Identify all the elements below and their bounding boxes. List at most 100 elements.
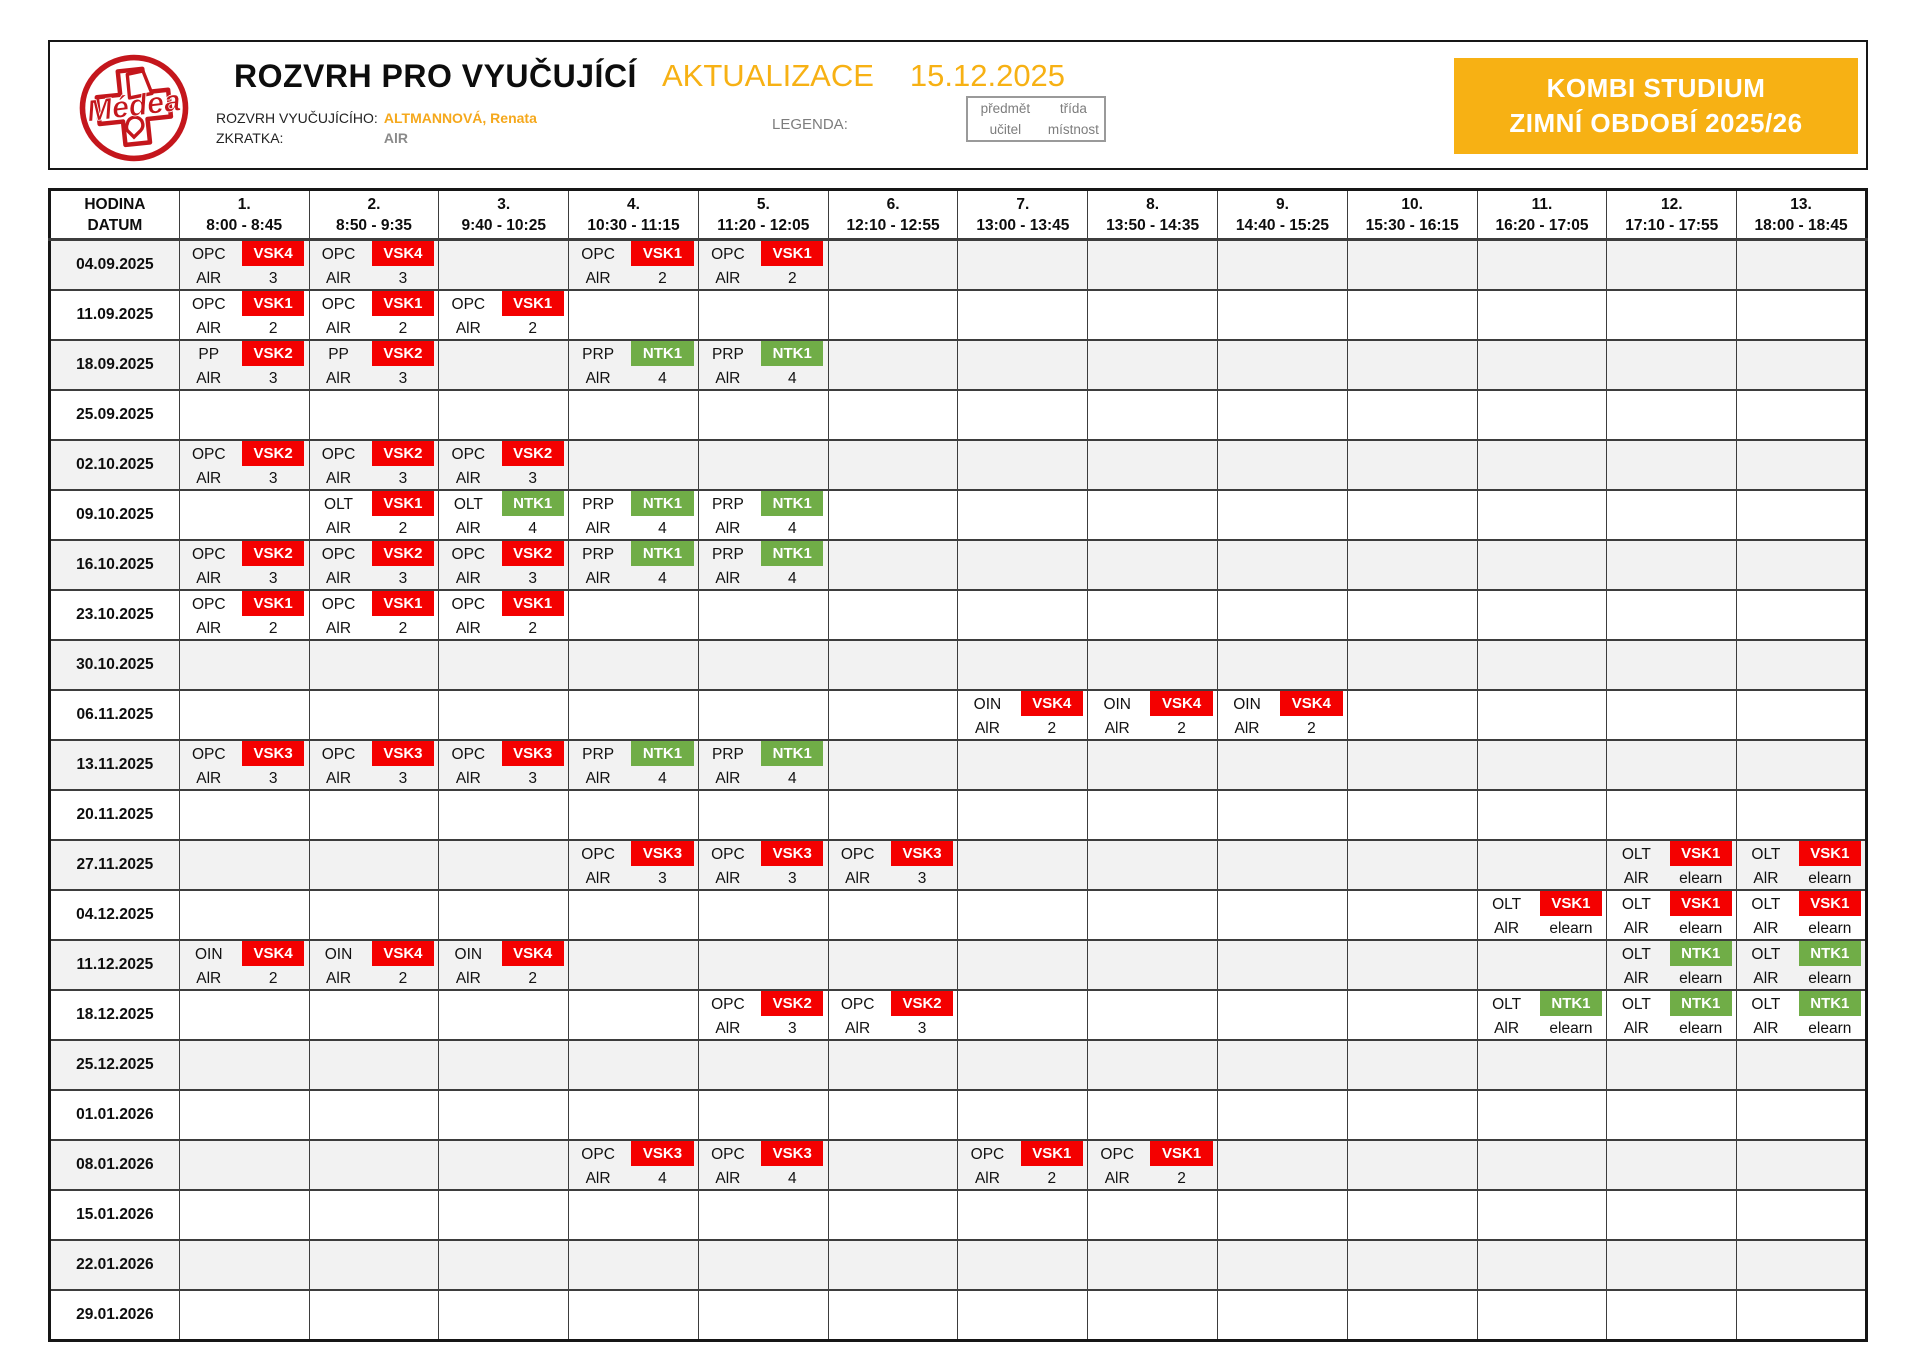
schedule-slot bbox=[1736, 1139, 1867, 1191]
subject-code: OPC bbox=[451, 445, 486, 463]
schedule-slot: OPC VSK1 AlR 2 bbox=[568, 238, 699, 291]
teacher-code: AlR bbox=[585, 569, 611, 587]
subject-code: OPC bbox=[451, 295, 486, 313]
schedule-slot bbox=[1606, 1289, 1738, 1341]
teacher-code: AlR bbox=[455, 969, 481, 987]
schedule-slot bbox=[178, 839, 310, 891]
class-badge: VSK2 bbox=[241, 442, 305, 466]
date-cell: 20.11.2025 bbox=[49, 789, 180, 841]
schedule-slot bbox=[1087, 1189, 1219, 1241]
room-code: 3 bbox=[398, 369, 408, 387]
schedule-slot bbox=[308, 689, 440, 741]
table-row: 18.12.2025 OPC VSK2 AlR 3 OPC VSK2 AlR 3 OLT NTK1 A… bbox=[49, 989, 1867, 1041]
schedule-slot bbox=[1736, 639, 1867, 691]
schedule-slot: PRP NTK1 AlR 4 bbox=[568, 539, 699, 591]
schedule-slot bbox=[568, 289, 699, 341]
teacher-label: ROZVRH VYUČUJÍCÍHO: bbox=[216, 110, 378, 126]
class-badge: VSK2 bbox=[241, 342, 305, 366]
date-cell: 29.01.2026 bbox=[49, 1289, 180, 1341]
schedule-slot: OPC VSK4 AlR 3 bbox=[178, 238, 310, 291]
subject-code: PRP bbox=[711, 745, 744, 763]
room-code: 2 bbox=[268, 319, 278, 337]
schedule-slot bbox=[1087, 1239, 1219, 1291]
schedule-slot bbox=[568, 1189, 699, 1241]
date-cell: 04.09.2025 bbox=[49, 238, 180, 291]
lesson-cell: OPC VSK2 AlR 3 bbox=[180, 542, 308, 588]
table-row: 18.09.2025 PP VSK2 AlR 3 PP VSK2 AlR 3 PRP NTK1 AlR… bbox=[49, 339, 1867, 391]
schedule-slot bbox=[957, 989, 1089, 1041]
lesson-cell: OIN VSK4 AlR 2 bbox=[180, 942, 308, 988]
abbreviation-value: AlR bbox=[383, 130, 409, 146]
class-badge: VSK1 bbox=[501, 592, 564, 616]
schedule-slot bbox=[438, 689, 570, 741]
schedule-slot bbox=[1087, 939, 1219, 991]
schedule-slot bbox=[1606, 389, 1738, 441]
schedule-slot bbox=[308, 1189, 440, 1241]
schedule-slot bbox=[1217, 639, 1348, 691]
room-code: 2 bbox=[398, 969, 408, 987]
date-cell: 30.10.2025 bbox=[49, 639, 180, 691]
schedule-slot bbox=[1217, 1189, 1348, 1241]
room-code: 2 bbox=[1047, 719, 1057, 737]
class-badge: NTK1 bbox=[1669, 942, 1732, 966]
subject-code: OPC bbox=[970, 1145, 1005, 1163]
schedule-slot bbox=[1606, 238, 1738, 291]
schedule-slot bbox=[1606, 289, 1738, 341]
room-code: 2 bbox=[268, 969, 278, 987]
period-number: 2. bbox=[367, 195, 381, 213]
lesson-cell: PP VSK2 AlR 3 bbox=[180, 342, 308, 388]
room-code: 3 bbox=[528, 769, 537, 787]
schedule-slot: OLT VSK1 AlR elearn bbox=[1736, 889, 1867, 941]
schedule-slot bbox=[438, 1289, 570, 1341]
schedule-slot: PRP NTK1 AlR 4 bbox=[568, 739, 699, 791]
room-code: 3 bbox=[268, 769, 278, 787]
subject-code: OPC bbox=[191, 745, 226, 763]
schedule-slot bbox=[1217, 939, 1348, 991]
lesson-cell: PRP NTK1 AlR 4 bbox=[699, 492, 827, 538]
teacher-code: AlR bbox=[326, 269, 352, 287]
lesson-cell: OLT VSK1 AlR elearn bbox=[1608, 892, 1736, 938]
lesson-cell: OPC VSK3 AlR 3 bbox=[570, 842, 698, 888]
schedule-slot bbox=[697, 1189, 829, 1241]
schedule-slot: OIN VSK4 AlR 2 bbox=[438, 939, 570, 991]
period-time: 10:30 - 11:15 bbox=[587, 216, 680, 234]
lesson-cell: OIN VSK4 AlR 2 bbox=[959, 692, 1087, 738]
subject-code: OLT bbox=[1751, 945, 1781, 963]
schedule-slot: OPC VSK3 AlR 3 bbox=[308, 739, 440, 791]
schedule-slot bbox=[1346, 989, 1478, 1041]
schedule-slot bbox=[1476, 939, 1608, 991]
schedule-slot bbox=[178, 639, 310, 691]
period-number: 10. bbox=[1401, 195, 1423, 213]
schedule-slot bbox=[1087, 389, 1219, 441]
lesson-cell: OPC VSK4 AlR 3 bbox=[310, 241, 438, 288]
period-time: 8:50 - 9:35 bbox=[336, 216, 412, 234]
lesson-cell: OLT VSK1 AlR elearn bbox=[1608, 842, 1736, 888]
schedule-slot bbox=[957, 789, 1089, 841]
table-row: 04.09.2025 OPC VSK4 AlR 3 OPC VSK4 AlR 3 OPC VSK1 A… bbox=[49, 238, 1867, 291]
lesson-cell: OPC VSK3 AlR 4 bbox=[570, 1142, 698, 1188]
class-badge: VSK3 bbox=[241, 742, 305, 766]
period-time: 17:10 - 17:55 bbox=[1625, 216, 1719, 234]
schedule-slot bbox=[1736, 339, 1867, 391]
schedule-slot bbox=[1476, 1189, 1608, 1241]
schedule-slot bbox=[1736, 1189, 1867, 1241]
class-badge: VSK2 bbox=[371, 542, 435, 566]
room-code: elearn bbox=[1549, 919, 1593, 937]
schedule-slot bbox=[1606, 1139, 1738, 1191]
class-badge: NTK1 bbox=[631, 492, 694, 516]
schedule-slot: OPC VSK2 AlR 3 bbox=[697, 989, 829, 1041]
logo-text: Médea bbox=[85, 84, 182, 128]
schedule-slot bbox=[827, 1089, 959, 1141]
period-header-4: 4. 10:30 - 11:15 bbox=[568, 188, 699, 241]
period-time: 18:00 - 18:45 bbox=[1754, 216, 1848, 234]
class-badge: NTK1 bbox=[631, 342, 694, 366]
schedule-slot bbox=[438, 889, 570, 941]
schedule-slot bbox=[1217, 589, 1348, 641]
schedule-slot bbox=[438, 989, 570, 1041]
schedule-slot: OPC VSK2 AlR 3 bbox=[178, 439, 310, 491]
subject-code: OLT bbox=[1751, 845, 1781, 863]
class-badge: VSK3 bbox=[761, 1142, 824, 1166]
schedule-slot: OPC VSK1 AlR 2 bbox=[957, 1139, 1089, 1191]
schedule-slot bbox=[178, 489, 310, 541]
lesson-cell: OLT NTK1 AlR elearn bbox=[1608, 992, 1736, 1038]
